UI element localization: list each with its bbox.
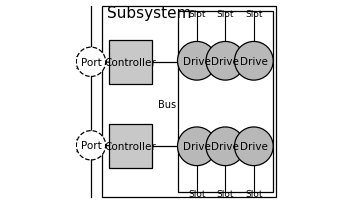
Text: Drive: Drive [212, 142, 239, 152]
Text: Slot: Slot [217, 10, 234, 19]
Text: Slot: Slot [188, 189, 206, 198]
Text: Slot: Slot [188, 10, 206, 19]
Text: Slot: Slot [245, 10, 263, 19]
Text: Port: Port [81, 58, 101, 68]
Text: Slot: Slot [217, 189, 234, 198]
Bar [178, 12, 273, 192]
Bar [109, 124, 152, 168]
Circle shape [76, 131, 106, 160]
Text: Controller: Controller [105, 141, 157, 151]
Circle shape [76, 48, 106, 77]
Text: Drive: Drive [240, 142, 268, 152]
Circle shape [178, 42, 216, 81]
Bar [102, 7, 276, 197]
Text: Drive: Drive [183, 57, 211, 67]
Text: Bus: Bus [158, 100, 176, 109]
Text: Drive: Drive [212, 57, 239, 67]
Circle shape [235, 42, 273, 81]
Bar [109, 41, 152, 85]
Circle shape [235, 127, 273, 166]
Circle shape [206, 42, 245, 81]
Text: Port: Port [81, 141, 101, 151]
Text: Subsystem: Subsystem [107, 6, 191, 21]
Text: Slot: Slot [245, 189, 263, 198]
Text: Drive: Drive [183, 142, 211, 152]
Text: Controller: Controller [105, 58, 157, 68]
Circle shape [178, 127, 216, 166]
Text: Drive: Drive [240, 57, 268, 67]
Circle shape [206, 127, 245, 166]
